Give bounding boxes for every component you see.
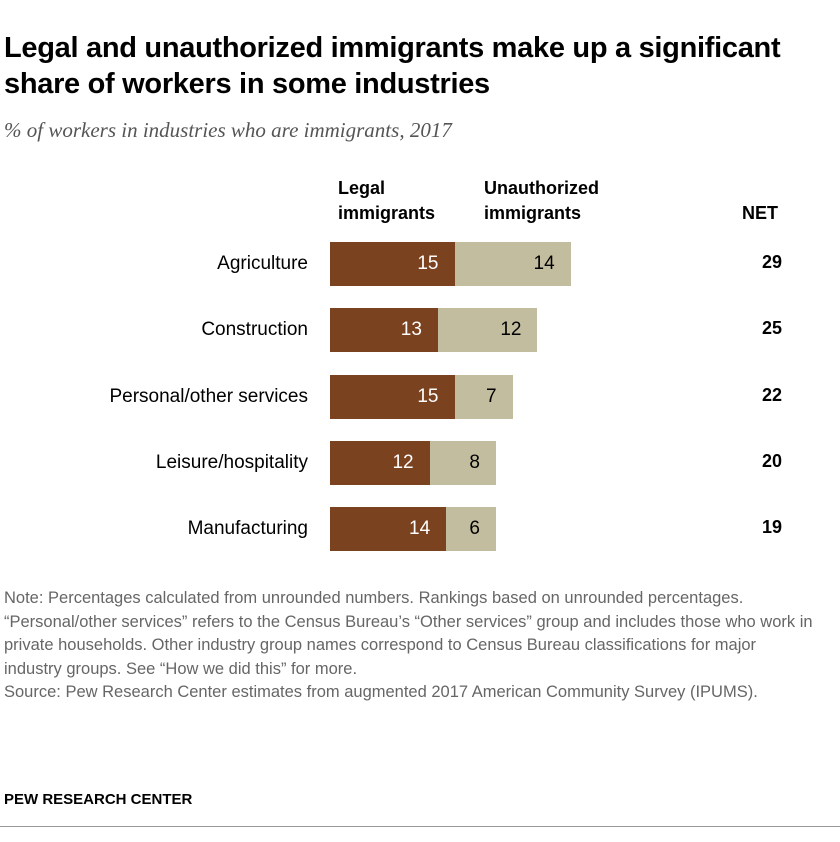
bar-legal	[330, 374, 455, 419]
source-text: Source: Pew Research Center estimates fr…	[4, 683, 758, 701]
data-label-legal: 12	[392, 451, 414, 473]
chart-note: Note: Percentages calculated from unroun…	[4, 587, 814, 705]
legend-unauth-line1: Unauthorized	[484, 178, 599, 198]
data-label-unauthorized: 7	[486, 385, 497, 407]
net-value: 29	[761, 252, 782, 272]
bar-unauthorized	[446, 507, 496, 552]
bar-legal	[330, 507, 447, 552]
category-label: Leisure/hospitality	[155, 451, 308, 473]
category-label: Construction	[201, 319, 308, 341]
data-label-unauthorized: 6	[469, 518, 480, 540]
category-label: Agriculture	[217, 253, 308, 274]
data-label-unauthorized: 12	[500, 319, 522, 341]
category-label: Manufacturing	[187, 518, 308, 540]
data-label-legal: 14	[409, 518, 431, 540]
data-label-legal: 15	[417, 385, 439, 407]
net-value: 22	[761, 384, 782, 405]
data-label-unauthorized: 14	[533, 253, 555, 274]
bar-unauthorized	[454, 242, 571, 286]
legend-legal: Legal immigrants	[338, 176, 435, 226]
brand-label: PEW RESEARCH CENTER	[4, 791, 193, 808]
net-value: 20	[761, 450, 782, 471]
chart-title: Legal and unauthorized immigrants make u…	[4, 32, 781, 100]
category-label: Personal/other services	[109, 385, 308, 407]
bar-legal	[330, 440, 430, 485]
bar-legal	[330, 308, 438, 353]
chart-subtitle: % of workers in industries who are immig…	[4, 118, 452, 142]
legend-legal-line2: immigrants	[338, 203, 436, 223]
net-value: 19	[761, 517, 782, 538]
net-value: 25	[761, 318, 782, 339]
note-text: Note: Percentages calculated from unroun…	[4, 589, 813, 678]
legend-unauth-line2: immigrants	[484, 203, 582, 223]
bar-unauthorized	[429, 440, 496, 485]
data-label-unauthorized: 8	[469, 451, 480, 473]
legend-unauthorized: Unauthorized immigrants	[484, 176, 599, 226]
bar-unauthorized	[454, 374, 513, 419]
net-header: NET	[742, 203, 778, 223]
bar-legal	[330, 242, 455, 286]
legend-legal-line1: Legal	[338, 178, 386, 198]
data-label-legal: 13	[400, 319, 422, 341]
bottom-rule	[0, 826, 840, 827]
bar-unauthorized	[437, 308, 538, 353]
data-label-legal: 15	[417, 253, 439, 274]
